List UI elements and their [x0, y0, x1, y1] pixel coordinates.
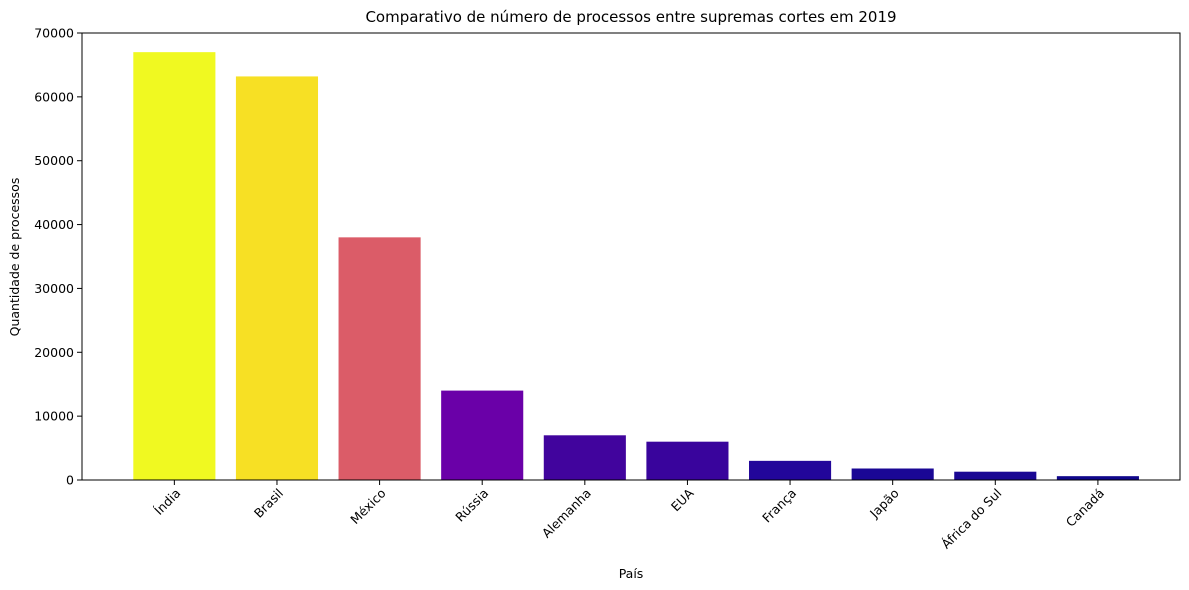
x-tick-label: Japão: [866, 486, 902, 522]
bar: [646, 441, 729, 480]
x-axis-label: País: [619, 566, 644, 581]
y-tick-label: 30000: [34, 281, 74, 296]
x-tick-label: Alemanha: [539, 486, 594, 541]
bar: [235, 76, 319, 481]
x-tick-label: Índia: [151, 486, 183, 518]
y-tick-label: 40000: [34, 217, 74, 232]
x-tick-label: Brasil: [251, 486, 286, 521]
y-axis-label: Quantidade de processos: [7, 178, 22, 337]
bar: [441, 390, 524, 480]
bars-group: [133, 52, 1139, 481]
bar: [954, 471, 1037, 480]
chart-title: Comparativo de número de processos entre…: [365, 8, 896, 26]
x-tick-label: África do Sul: [938, 486, 1004, 552]
x-tick-label: Rússia: [452, 486, 491, 525]
y-tick-label: 70000: [34, 26, 74, 41]
y-tick-label: 20000: [34, 345, 74, 360]
bar: [851, 468, 934, 480]
bar: [543, 435, 626, 480]
x-tick-label: Canadá: [1063, 486, 1107, 530]
bar: [749, 460, 832, 480]
y-tick-label: 50000: [34, 153, 74, 168]
x-tick-label: EUA: [668, 485, 697, 514]
bar: [1056, 476, 1139, 480]
x-axis: Índia Brasil México Rússia Alemanha EUA França…: [151, 480, 1107, 552]
y-tick-label: 0: [66, 473, 74, 488]
x-tick-label: México: [347, 486, 388, 527]
y-tick-label: 10000: [34, 409, 74, 424]
bar: [338, 237, 421, 480]
y-axis: 0 10000 20000 30000 40000 50000 60000 70000: [34, 26, 82, 488]
x-tick-label: França: [759, 486, 799, 526]
plot-frame: [81, 32, 1181, 481]
y-tick-label: 60000: [34, 89, 74, 104]
bar: [133, 52, 216, 481]
